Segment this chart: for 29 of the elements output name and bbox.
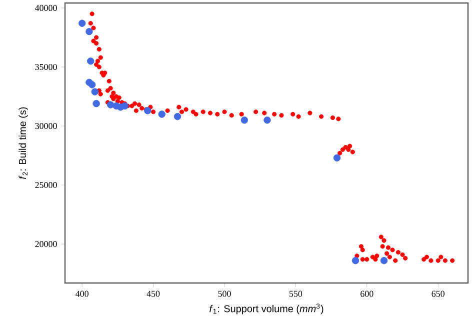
y-tick-label: 35000 [35, 64, 57, 70]
point [86, 28, 93, 36]
point [240, 116, 248, 124]
y-tick-label: 25000 [35, 182, 57, 188]
point [106, 101, 114, 108]
x-tick-label: 600 [360, 290, 374, 297]
point [88, 81, 96, 88]
x-axis-title: f$_{1}$: Support volume (mm$^{3}$) [210, 304, 324, 314]
x-tick-label: 550 [289, 290, 302, 297]
point [121, 102, 128, 110]
y-tick-label: 20000 [35, 241, 57, 248]
x-tick-label: 450 [146, 290, 160, 297]
point [333, 154, 341, 162]
point [174, 112, 182, 120]
point [92, 100, 100, 108]
point [380, 256, 388, 264]
point [158, 110, 166, 118]
point [352, 256, 360, 264]
y-tick-label: 40000 [34, 4, 57, 11]
x-tick-label: 650 [432, 290, 444, 297]
point [91, 88, 98, 96]
x-tick-label: 400 [76, 290, 88, 297]
y-axis-title: f$_{2}$: Build time (s) [18, 107, 28, 179]
point [87, 57, 94, 65]
x-tick-label: 500 [218, 290, 231, 297]
point [264, 116, 271, 124]
point [78, 20, 86, 27]
point [144, 107, 152, 114]
y-tick-label: 30000 [35, 122, 57, 130]
